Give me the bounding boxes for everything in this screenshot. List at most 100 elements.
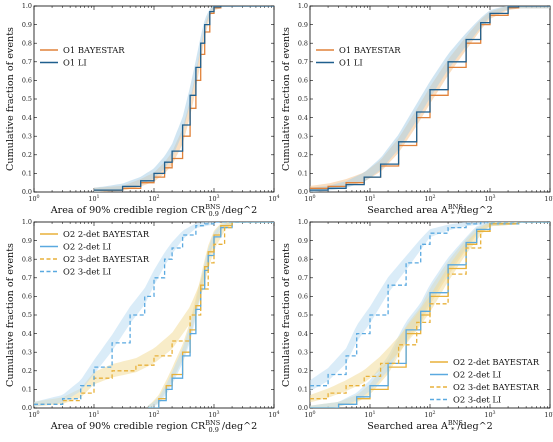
legend-label: O2 3-det LI: [63, 267, 111, 277]
x-tick-label: 102: [148, 194, 159, 203]
x-axis-label: Area of 90% credible region CRBNS 0.9 /de…: [50, 419, 258, 434]
x-tick-label: 100: [28, 194, 39, 203]
series-line-1: [94, 6, 274, 191]
legend: O2 2-det BAYESTAR O2 2-det LI O2 3-det BAY…: [40, 229, 150, 277]
x-axis-label: Area of 90% credible region CRBNS 0.9 /de…: [50, 203, 258, 218]
series-line-2: [310, 222, 550, 400]
x-tick-label: 104: [544, 194, 553, 203]
series-line-0: [94, 6, 274, 191]
y-tick-label: 0.0: [22, 188, 32, 196]
y-axis-label: Cumulative fraction of events: [281, 27, 292, 171]
x-tick-label: 102: [424, 194, 435, 203]
plot-area: [310, 222, 550, 408]
y-tick-label: 0.4: [298, 114, 308, 122]
x-tick-label: 104: [268, 194, 279, 203]
plot-area: [34, 222, 274, 408]
y-tick-label: 0.5: [298, 95, 308, 103]
series-line-3: [34, 222, 274, 405]
y-tick-label: 0.2: [298, 367, 308, 375]
y-tick-label: 1.0: [298, 2, 308, 10]
panel-4: 0.0 0.1 0.2 0.3 0.4 0.5 0.6 0.7 0.8 0.9 1.0 100 101 1…: [281, 218, 553, 434]
y-tick-label: 0.4: [22, 114, 32, 122]
x-tick-label: 103: [484, 410, 495, 419]
credible-band: [310, 222, 519, 408]
x-tick-label: 104: [268, 410, 279, 419]
y-tick-label: 0.7: [22, 58, 32, 66]
legend: O1 BAYESTAR O1 LI: [40, 45, 125, 68]
y-tick-label: 0.9: [298, 237, 308, 245]
y-tick-label: 0.0: [298, 404, 308, 412]
y-tick-label: 0.3: [298, 132, 308, 140]
y-tick-label: 0.1: [22, 386, 32, 394]
y-axis-label: Cumulative fraction of events: [5, 27, 16, 171]
legend-label: O2 2-det LI: [63, 242, 111, 252]
y-tick-label: 1.0: [22, 218, 32, 226]
panel-3: 0.0 0.1 0.2 0.3 0.4 0.5 0.6 0.7 0.8 0.9 1.0 100 101 1…: [5, 218, 280, 434]
x-tick-label: 101: [364, 194, 375, 203]
x-tick-label: 102: [424, 410, 435, 419]
legend-label: O2 2-det BAYESTAR: [453, 357, 540, 367]
series-line-3: [310, 222, 550, 387]
legend-label: O2 2-det LI: [453, 370, 501, 380]
plot-area: [310, 6, 550, 192]
y-tick-label: 0.7: [298, 58, 308, 66]
y-tick-label: 0.6: [22, 293, 32, 301]
y-tick-label: 0.9: [22, 21, 32, 29]
y-tick-label: 0.6: [298, 293, 308, 301]
y-tick-label: 0.9: [298, 21, 308, 29]
y-tick-label: 0.6: [22, 77, 32, 85]
plot-area: [94, 6, 274, 192]
y-tick-label: 0.0: [298, 188, 308, 196]
y-tick-label: 0.4: [22, 330, 32, 338]
panel-1: 0.0 0.1 0.2 0.3 0.4 0.5 0.6 0.7 0.8 0.9 1.0 100 101 1…: [5, 2, 280, 218]
legend-label: O2 3-det BAYESTAR: [453, 382, 540, 392]
plot-frame: [33, 5, 275, 193]
legend-label: O1 LI: [339, 58, 363, 68]
x-tick-label: 100: [304, 194, 315, 203]
credible-band: [94, 6, 221, 192]
y-tick-label: 0.1: [22, 170, 32, 178]
y-tick-label: 0.8: [22, 39, 32, 47]
y-tick-label: 0.2: [22, 367, 32, 375]
legend: O2 2-det BAYESTAR O2 2-det LI O2 3-det BAY…: [430, 357, 540, 405]
legend: O1 BAYESTAR O1 LI: [316, 45, 401, 68]
x-tick-label: 103: [208, 410, 219, 419]
y-tick-label: 0.9: [22, 237, 32, 245]
x-tick-label: 101: [364, 410, 375, 419]
y-tick-label: 0.5: [298, 311, 308, 319]
y-tick-label: 0.7: [298, 274, 308, 282]
y-tick-label: 0.6: [298, 77, 308, 85]
y-tick-label: 0.0: [22, 404, 32, 412]
x-tick-label: 100: [28, 410, 39, 419]
legend-label: O1 LI: [63, 58, 87, 68]
y-tick-label: 0.5: [22, 95, 32, 103]
x-tick-label: 101: [88, 410, 99, 419]
x-tick-label: 101: [88, 194, 99, 203]
legend-label: O2 3-det LI: [453, 395, 501, 405]
x-tick-label: 102: [148, 410, 159, 419]
y-tick-label: 0.7: [22, 274, 32, 282]
x-tick-label: 103: [208, 194, 219, 203]
x-tick-label: 103: [484, 194, 495, 203]
x-tick-label: 104: [544, 410, 553, 419]
y-axis-label: Cumulative fraction of events: [5, 243, 16, 387]
legend-label: O1 BAYESTAR: [339, 45, 401, 55]
series-line-1: [148, 222, 274, 408]
panel-2: 0.0 0.1 0.2 0.3 0.4 0.5 0.6 0.7 0.8 0.9 1.0 100 101 1…: [281, 2, 553, 218]
x-axis-label: Searched area ABNS * /deg^2: [367, 419, 493, 434]
series-line-2: [34, 222, 274, 405]
y-tick-label: 0.1: [298, 386, 308, 394]
y-tick-label: 0.3: [298, 348, 308, 356]
legend-label: O2 3-det BAYESTAR: [63, 254, 150, 264]
y-axis-label: Cumulative fraction of events: [281, 243, 292, 387]
legend-label: O1 BAYESTAR: [63, 45, 125, 55]
y-tick-label: 0.8: [298, 39, 308, 47]
y-tick-label: 0.4: [298, 330, 308, 338]
y-tick-label: 1.0: [298, 218, 308, 226]
y-tick-label: 0.3: [22, 348, 32, 356]
series-line-0: [148, 222, 274, 408]
y-tick-label: 0.2: [22, 151, 32, 159]
series-line-1: [310, 6, 550, 191]
y-tick-label: 1.0: [22, 2, 32, 10]
